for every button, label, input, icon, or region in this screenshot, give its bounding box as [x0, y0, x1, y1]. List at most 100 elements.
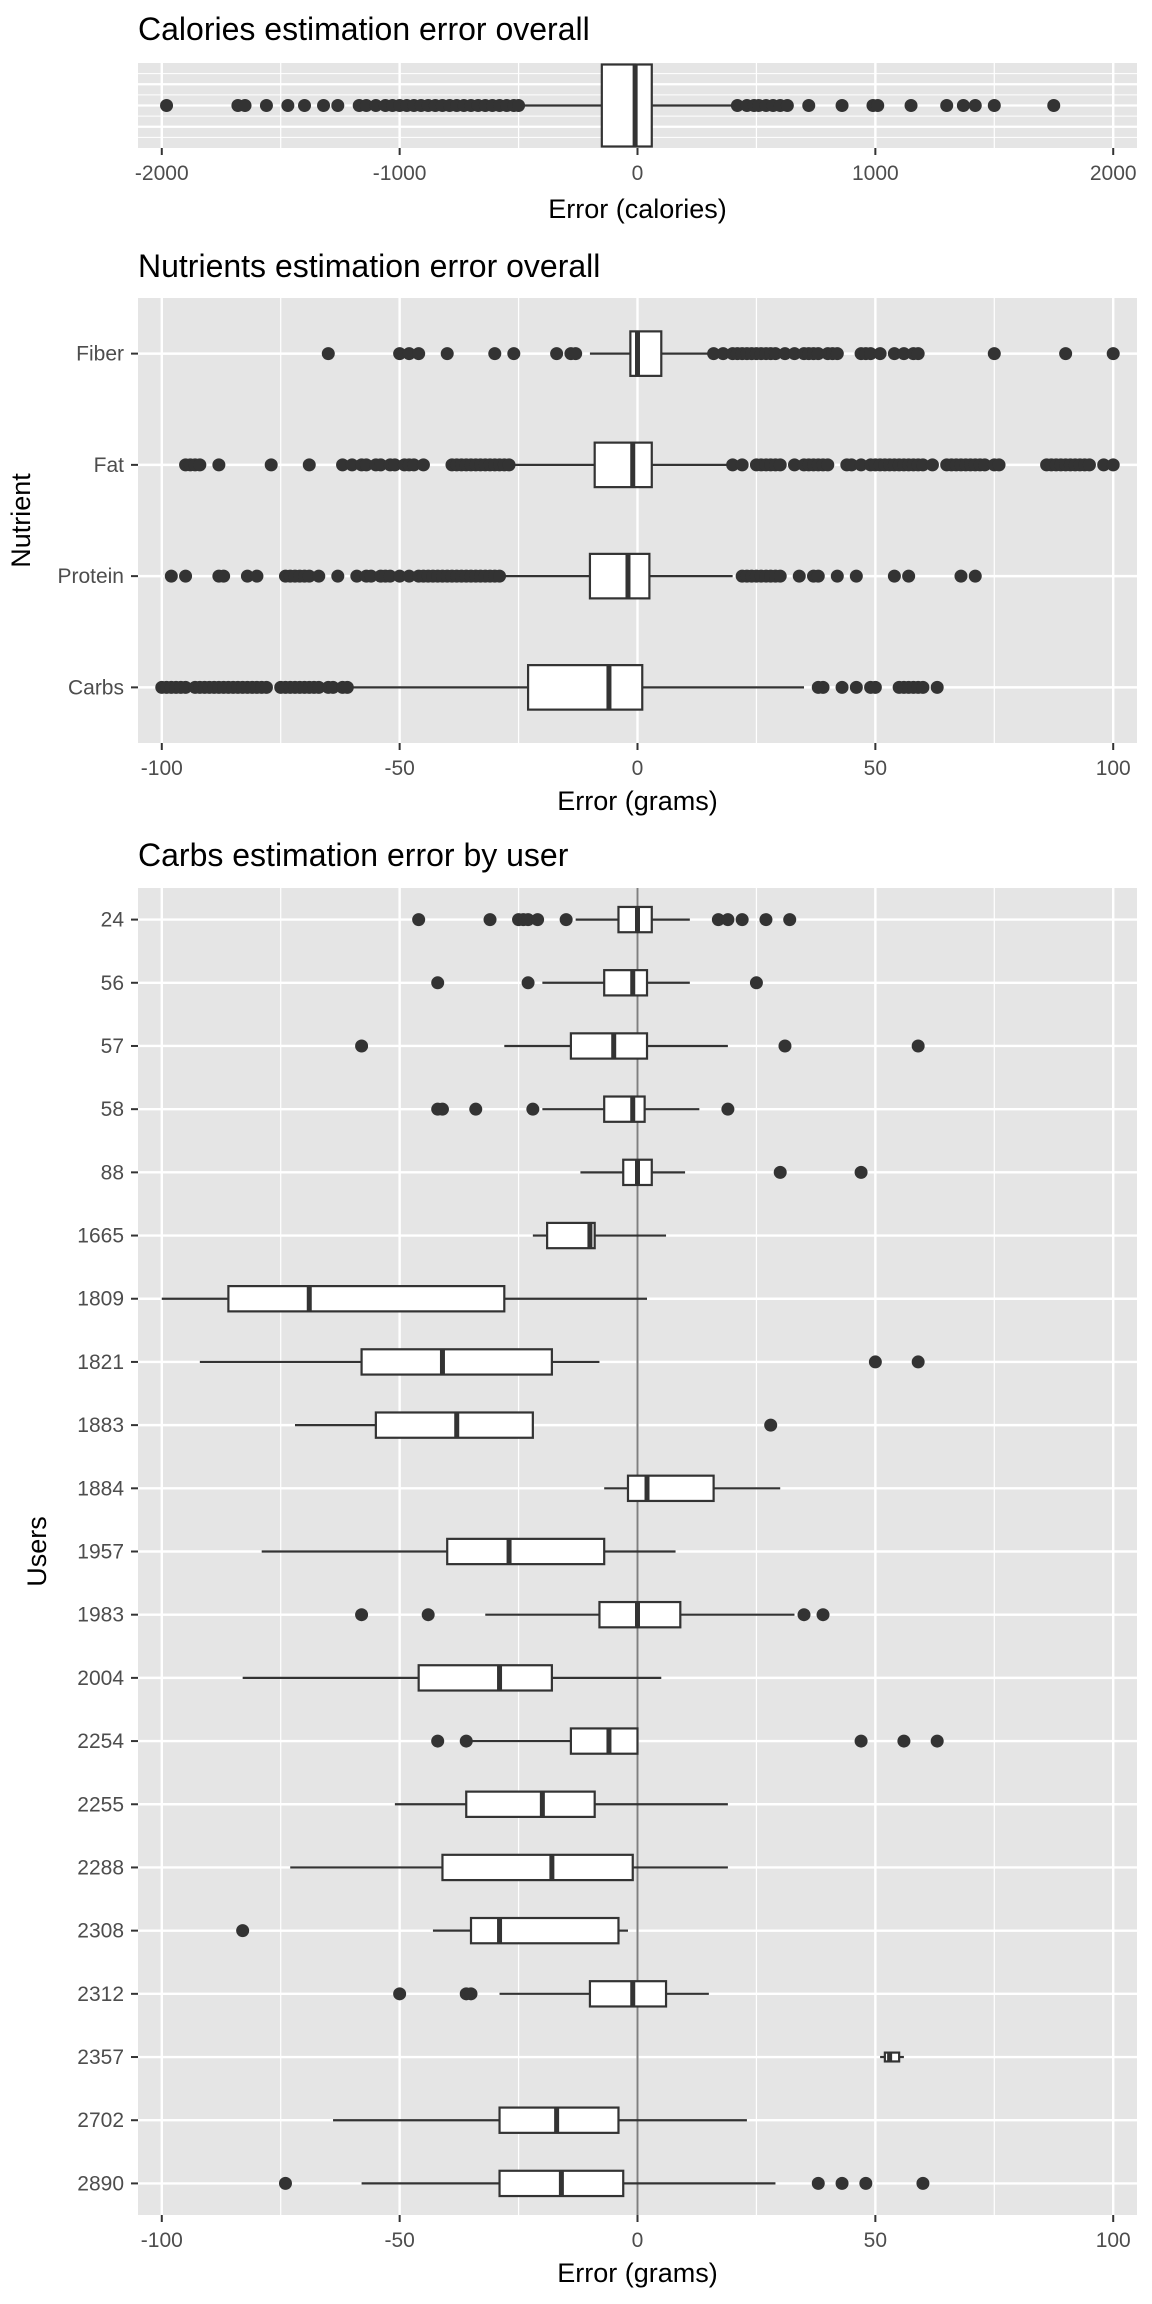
- box-iqr: [569, 1032, 649, 1060]
- x-tick-label: -1000: [373, 162, 427, 185]
- outlier-point: [768, 347, 782, 361]
- outlier-point: [326, 680, 340, 694]
- y-tick-label: 2357: [77, 2046, 124, 2069]
- y-axis-title: Users: [22, 1516, 52, 1587]
- box-iqr: [588, 1980, 668, 2008]
- outlier-point: [383, 569, 397, 583]
- boxplot-56: [431, 969, 763, 997]
- y-tick-label: Fat: [94, 454, 125, 477]
- outlier-point: [773, 1165, 787, 1179]
- x-tick-label: 0: [632, 162, 644, 185]
- outlier-point: [854, 1165, 868, 1179]
- outlier-point: [849, 569, 863, 583]
- y-tick-label: 2288: [77, 1856, 124, 1879]
- outlier-point: [911, 1039, 925, 1053]
- outlier-point: [780, 99, 794, 112]
- outlier-point: [764, 1418, 778, 1432]
- outlier-point: [835, 99, 849, 112]
- outlier-point: [521, 913, 535, 927]
- outlier-point: [402, 347, 416, 361]
- outlier-point: [816, 1608, 830, 1622]
- outlier-point: [887, 569, 901, 583]
- outlier-point: [355, 1039, 369, 1053]
- box-iqr: [446, 1537, 606, 1566]
- outlier-point: [431, 976, 445, 990]
- x-tick-label: 2000: [1090, 162, 1137, 185]
- outlier-point: [811, 347, 825, 361]
- outlier-point: [331, 569, 345, 583]
- outlier-point: [369, 99, 383, 112]
- boxplot-2702: [333, 2106, 747, 2134]
- outlier-point: [345, 458, 359, 472]
- x-axis-title: Error (calories): [548, 194, 727, 224]
- panel-1: Calories estimation error overall -2000 -1…: [135, 11, 1137, 224]
- outlier-point: [559, 913, 573, 927]
- outlier-point: [749, 976, 763, 990]
- outlier-point: [778, 1039, 792, 1053]
- outlier-point: [483, 913, 497, 927]
- outlier-point: [778, 347, 792, 361]
- outlier-point: [1106, 347, 1120, 361]
- outlier-point: [526, 1102, 540, 1116]
- outlier-point: [773, 569, 787, 583]
- boxplot-1821: [199, 1348, 925, 1376]
- boxplot-2004: [242, 1664, 662, 1692]
- x-tick-label: -100: [141, 757, 183, 780]
- outlier-point: [930, 1734, 944, 1748]
- outlier-point: [707, 347, 721, 361]
- boxplot-2308: [236, 1916, 628, 1945]
- outlier-point: [336, 458, 350, 472]
- outlier-point: [868, 1355, 882, 1369]
- y-tick-label: Carbs: [68, 676, 124, 699]
- outlier-point: [393, 569, 407, 583]
- boxplot-2255: [394, 1790, 728, 1818]
- outlier-point: [845, 458, 859, 472]
- outlier-point: [797, 1608, 811, 1622]
- boxplot-2312: [393, 1980, 709, 2008]
- y-axis-title: Nutrient: [6, 473, 36, 568]
- outlier-point: [359, 99, 373, 112]
- outlier-point: [897, 347, 911, 361]
- boxplot-fiber: [321, 330, 1120, 377]
- boxplot-overall: [160, 63, 1061, 148]
- box-iqr: [546, 1221, 596, 1250]
- x-tick-label: 1000: [852, 162, 899, 185]
- outlier-point: [816, 680, 830, 694]
- outlier-point: [864, 347, 878, 361]
- outlier-point: [930, 680, 944, 694]
- panel-2: Nutrients estimation error overall -100 -5…: [6, 248, 1137, 816]
- outlier-point: [393, 347, 407, 361]
- outlier-point: [968, 569, 982, 583]
- outlier-point: [493, 569, 507, 583]
- y-tick-label: 2702: [77, 2109, 124, 2132]
- box-iqr: [569, 1727, 639, 1755]
- outlier-point: [238, 99, 252, 112]
- y-tick-label: 1665: [77, 1225, 124, 1248]
- y-tick-label: 1809: [77, 1288, 124, 1311]
- panel-3: Carbs estimation error by user -100 -50 0 50…: [22, 837, 1137, 2288]
- outlier-point: [412, 347, 426, 361]
- outlier-point: [340, 680, 354, 694]
- outlier-point: [835, 2176, 849, 2190]
- outlier-point: [164, 569, 178, 583]
- box-iqr: [603, 1095, 646, 1123]
- x-tick-label: -50: [384, 757, 414, 780]
- outlier-point: [212, 458, 226, 472]
- outlier-point: [259, 680, 273, 694]
- outlier-point: [488, 347, 502, 361]
- x-tick-label: 0: [632, 2229, 644, 2252]
- outlier-point: [402, 569, 416, 583]
- outlier-point: [440, 347, 454, 361]
- boxplot-2288: [290, 1853, 728, 1882]
- y-tick-label: 1884: [77, 1477, 124, 1500]
- outlier-point: [887, 347, 901, 361]
- outlier-point: [811, 2176, 825, 2190]
- outlier-point: [416, 458, 430, 472]
- outlier-point: [897, 1734, 911, 1748]
- boxplot-24: [412, 905, 797, 934]
- box-iqr: [603, 969, 649, 997]
- y-tick-label: 24: [101, 909, 125, 932]
- box-iqr: [626, 1474, 715, 1503]
- outlier-point: [179, 680, 193, 694]
